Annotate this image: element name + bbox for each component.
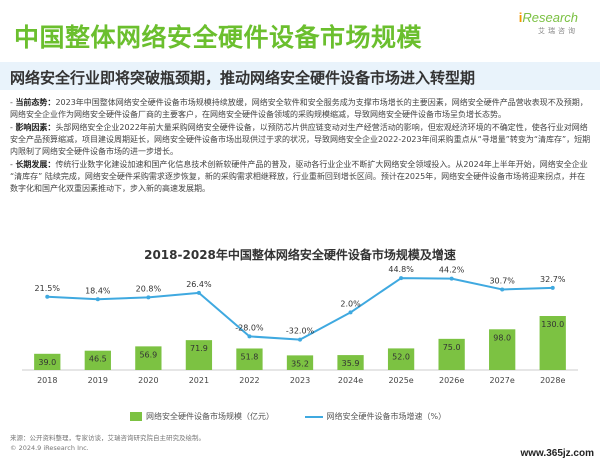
subtitle-text: 网络安全行业即将突破瓶颈期，推动网络安全硬件设备市场进入转型期 [10,69,476,87]
chart-title: 2018-2028年中国整体网络安全硬件设备市场规模及增速 [144,248,456,262]
bar-2018 [34,353,61,370]
x-tick-2028e: 2028e [540,376,565,385]
growth-point-2024e [348,310,353,315]
growth-label-2023: -32.0% [286,327,315,336]
bar-label-2022: 51.8 [241,352,259,361]
bar-2021 [185,340,213,370]
growth-point-2020 [146,295,151,300]
x-tick-2020: 2020 [138,376,158,385]
growth-point-2019 [95,297,100,302]
subtitle-banner: 网络安全行业即将突破瓶颈期，推动网络安全硬件设备市场进入转型期 [0,62,600,90]
x-tick-2027e: 2027e [490,376,515,385]
footnotes: 来源：公开资料整理，专家访谈，艾瑞咨询研究院自主研究及绘制。 © 2024.9 … [10,433,205,453]
bar-2022 [236,348,263,370]
legend-item-line: 网络安全硬件设备市场增速（%） [304,411,446,422]
growth-point-2022 [247,334,252,339]
logo-cn-text: 艾瑞咨询 [538,27,578,35]
bullet-item: - 影响因素：头部网络安全企业2022年前大量采购网络安全硬件设备，以预防芯片供… [10,123,591,156]
bar-2028e [539,316,566,370]
bar-2025e [387,348,415,370]
growth-point-2025e [399,276,404,281]
growth-point-2027e [500,287,505,292]
bar-label-2024e: 35.9 [342,359,360,368]
x-tick-2019: 2019 [88,376,108,385]
bullet-item: - 当前态势：2023年中国整体网络安全硬件设备市场规模持续放缓，网络安全软件和… [10,98,588,119]
growth-point-2021 [196,290,201,295]
bullet-item: - 长期发展：传统行业数字化建设加速和国产化信息技术创新软硬件产品的普及，驱动各… [10,160,588,193]
x-tick-2018: 2018 [37,376,57,385]
growth-label-2022: -28.0% [235,323,264,332]
x-tick-2024e: 2024e [338,376,363,385]
copyright-note: © 2024.9 iResearch Inc. [10,444,89,452]
growth-label-2019: 18.4% [85,286,111,295]
growth-label-2025e: 44.8% [388,265,414,274]
bar-label-2021: 71.9 [190,344,208,353]
bar-label-2020: 56.9 [139,350,157,359]
bar-2026e [438,338,465,370]
chart-legend: 网络安全硬件设备市场规模（亿元） 网络安全硬件设备市场增速（%） [130,411,474,422]
growth-point-2028e [550,285,555,290]
bar-2023 [286,355,314,370]
bar-label-2025e: 52.0 [392,352,410,361]
bar-2027e [489,329,516,370]
bar-label-2026e: 75.0 [443,343,461,352]
bar-label-2028e: 130.0 [541,320,564,329]
x-tick-2023: 2023 [290,376,310,385]
bullet-list: - 当前态势：2023年中国整体网络安全硬件设备市场规模持续放缓，网络安全软件和… [10,97,592,196]
bar-2020 [135,346,162,370]
growth-label-2024e: 2.0% [340,299,361,308]
iresearch-logo: iResearch 艾瑞咨询 [519,10,578,36]
bar-label-2023: 35.2 [291,359,309,368]
x-tick-2026e: 2026e [439,376,464,385]
page-title: 中国整体网络安全硬件设备市场规模 [14,23,423,52]
legend-item-bar: 网络安全硬件设备市场规模（亿元） [130,411,274,422]
growth-label-2026e: 44.2% [439,266,465,275]
growth-label-2021: 26.4% [186,280,212,289]
x-tick-2025e: 2025e [388,376,413,385]
growth-label-2020: 20.8% [136,284,162,293]
combo-chart: 39.0 2018 46.5 2019 56.9 2020 71.9 2021 51.8 2022… [22,265,578,385]
bar-label-2019: 46.5 [89,355,107,364]
logo-text: iResearch [518,10,578,25]
growth-label-2028e: 32.7% [540,275,566,284]
bar-label-2027e: 98.0 [493,333,511,342]
growth-label-2018: 21.5% [35,284,61,293]
x-tick-2021: 2021 [189,376,209,385]
x-tick-2022: 2022 [239,376,259,385]
watermark: www.365jz.com [520,448,594,459]
bar-2019 [84,350,111,370]
source-note: 来源：公开资料整理，专家访谈，艾瑞咨询研究院自主研究及绘制。 [10,434,205,442]
growth-point-2026e [449,276,454,281]
growth-point-2023 [298,337,302,342]
bar-2024e [337,355,364,370]
growth-label-2027e: 30.7% [489,276,515,285]
bar-label-2018: 39.0 [38,358,56,367]
growth-point-2018 [45,294,50,299]
